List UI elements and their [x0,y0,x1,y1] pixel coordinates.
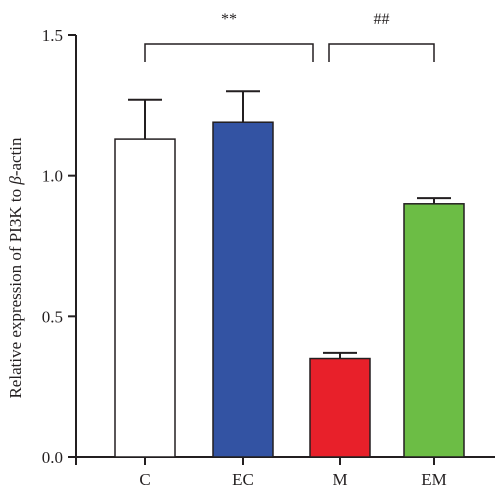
y-axis-label-part-3: -actin [6,137,25,176]
significance-label: ** [221,11,237,28]
x-tick-label-ec: EC [232,470,254,489]
bar-m [309,357,371,458]
y-tick-label: 1.5 [42,26,63,45]
significance-label: ## [374,11,390,28]
y-axis-label: Relative expression of PI3K to β-actin [6,137,25,399]
bar-ec [212,121,274,458]
plot-area: 0.0 0.5 1.0 1.5 C EC M EM ** ## [42,11,495,489]
x-tick-label-em: EM [421,470,447,489]
bar-em [403,203,465,458]
y-tick-label: 1.0 [42,167,63,186]
bar-c [114,138,176,458]
y-tick-label: 0.5 [42,307,63,326]
x-tick-label-c: C [139,470,150,489]
y-axis-label-part-1: Relative expression of PI3K to [6,185,25,399]
x-tick-label-m: M [332,470,347,489]
y-axis-label-text: Relative expression of PI3K to β-actin [6,137,25,399]
significance-bracket [328,43,435,62]
y-axis-label-part-2: β [6,176,25,186]
significance-bracket [144,43,314,62]
y-tick-label: 0.0 [42,448,63,467]
